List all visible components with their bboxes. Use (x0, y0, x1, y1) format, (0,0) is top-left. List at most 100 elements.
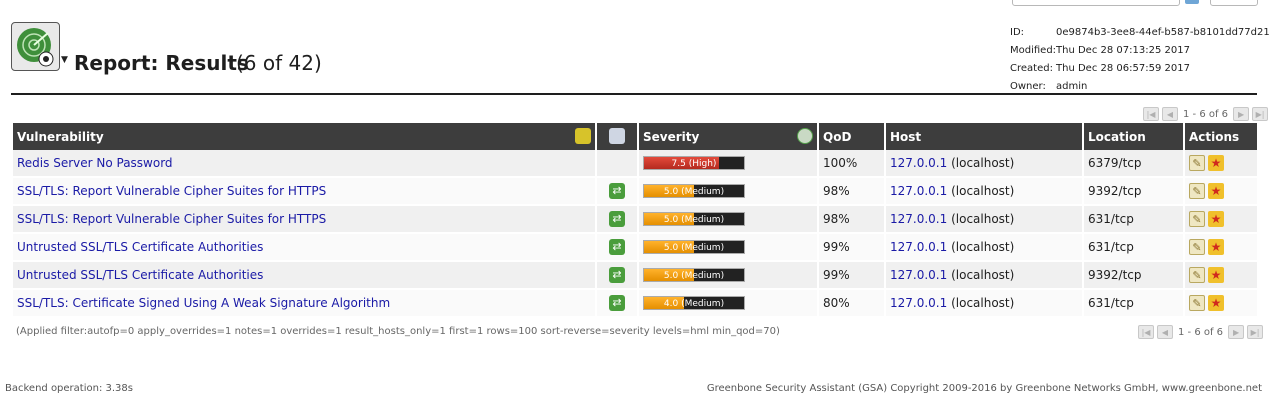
first-page-icon[interactable]: |◀ (1143, 107, 1159, 121)
cell-location: 631/tcp (1084, 234, 1183, 262)
cell-vulnerability: Untrusted SSL/TLS Certificate Authoritie… (13, 262, 595, 290)
delta-icon[interactable]: ⇄ (609, 267, 625, 283)
add-override-icon[interactable]: ★ (1208, 183, 1224, 199)
severity-bar-fill (644, 297, 684, 309)
cell-delta (597, 150, 637, 178)
column-header-label: Vulnerability (17, 129, 104, 144)
previous-page-icon[interactable]: ◀ (1162, 107, 1178, 121)
delta-icon[interactable]: ⇄ (609, 295, 625, 311)
cell-actions: ✎ ★ (1185, 262, 1257, 290)
host-link[interactable]: 127.0.0.1 (890, 268, 948, 282)
cell-location: 6379/tcp (1084, 150, 1183, 178)
search-input[interactable] (1012, 0, 1180, 6)
previous-page-icon[interactable]: ◀ (1157, 325, 1173, 339)
vulnerability-link[interactable]: Untrusted SSL/TLS Certificate Authoritie… (17, 240, 264, 254)
cell-host: 127.0.0.1 (localhost) (886, 150, 1082, 178)
next-page-icon[interactable]: ▶ (1233, 107, 1250, 121)
table-row: SSL/TLS: Report Vulnerable Cipher Suites… (13, 206, 1257, 234)
add-note-icon[interactable]: ✎ (1189, 239, 1205, 255)
severity-label: 5.0 (Medium) (663, 243, 725, 253)
pagination-text: 1 - 6 of 6 (1178, 326, 1224, 338)
column-header-label: Host (890, 129, 922, 144)
add-note-icon[interactable]: ✎ (1189, 267, 1205, 283)
first-page-icon[interactable]: |◀ (1138, 325, 1154, 339)
cell-host: 127.0.0.1 (localhost) (886, 206, 1082, 234)
host-link[interactable]: 127.0.0.1 (890, 296, 948, 310)
cell-qod: 98% (819, 206, 884, 234)
meta-id-label: ID: (1010, 27, 1025, 38)
pagination-top: |◀ ◀ 1 - 6 of 6 ▶ ▶| (1143, 107, 1269, 121)
cell-delta: ⇄ (597, 234, 637, 262)
add-note-icon[interactable]: ✎ (1189, 155, 1205, 171)
power-icon[interactable] (797, 128, 813, 144)
report-logo-icon[interactable] (11, 22, 60, 71)
search-go-button[interactable] (1185, 0, 1199, 4)
column-header-label: Location (1088, 129, 1146, 144)
table-row: Untrusted SSL/TLS Certificate Authoritie… (13, 234, 1257, 262)
delta-icon[interactable]: ⇄ (609, 211, 625, 227)
delta-icon[interactable]: ⇄ (609, 183, 625, 199)
chevron-down-icon[interactable]: ▼ (61, 55, 68, 65)
cell-location: 631/tcp (1084, 206, 1183, 234)
host-link[interactable]: 127.0.0.1 (890, 212, 948, 226)
vulnerability-link[interactable]: SSL/TLS: Certificate Signed Using A Weak… (17, 296, 391, 310)
last-page-icon[interactable]: ▶| (1247, 325, 1264, 339)
meta-id: 0e9874b3-3ee8-44ef-b587-b8101dd77d21 (1056, 27, 1270, 38)
add-note-icon[interactable]: ✎ (1189, 211, 1205, 227)
host-name: (localhost) (951, 156, 1015, 170)
severity-bar: 5.0 (Medium) (643, 184, 745, 198)
severity-bar: 4.0 (Medium) (643, 296, 745, 310)
add-note-icon[interactable]: ✎ (1189, 183, 1205, 199)
severity-bar: 5.0 (Medium) (643, 268, 745, 282)
host-link[interactable]: 127.0.0.1 (890, 156, 948, 170)
delta-icon[interactable]: ⇄ (609, 239, 625, 255)
column-header-actions: Actions (1185, 123, 1257, 150)
vulnerability-link[interactable]: Redis Server No Password (17, 156, 173, 170)
cell-delta: ⇄ (597, 178, 637, 206)
add-override-icon[interactable]: ★ (1208, 267, 1224, 283)
table-row: Untrusted SSL/TLS Certificate Authoritie… (13, 262, 1257, 290)
add-override-icon[interactable]: ★ (1208, 295, 1224, 311)
vulnerability-link[interactable]: SSL/TLS: Report Vulnerable Cipher Suites… (17, 184, 327, 198)
table-header-row: Vulnerability Severity QoD Host Location… (13, 123, 1257, 150)
column-header-label: Severity (643, 129, 700, 144)
add-override-icon[interactable]: ★ (1208, 211, 1224, 227)
cell-severity: 5.0 (Medium) (639, 234, 817, 262)
header-divider (11, 93, 1257, 95)
next-page-icon[interactable]: ▶ (1228, 325, 1245, 339)
column-header-vulnerability[interactable]: Vulnerability (13, 123, 595, 150)
column-header-host[interactable]: Host (886, 123, 1082, 150)
host-link[interactable]: 127.0.0.1 (890, 240, 948, 254)
severity-bar-fill (644, 269, 694, 281)
copyright-text: Greenbone Security Assistant (GSA) Copyr… (706, 383, 1262, 394)
severity-label: 7.5 (High) (671, 159, 717, 169)
severity-label: 5.0 (Medium) (663, 215, 725, 225)
cell-actions: ✎ ★ (1185, 150, 1257, 178)
add-note-icon[interactable]: ✎ (1189, 295, 1205, 311)
vulnerability-link[interactable]: Untrusted SSL/TLS Certificate Authoritie… (17, 268, 264, 282)
last-page-icon[interactable]: ▶| (1252, 107, 1269, 121)
column-header-qod[interactable]: QoD (819, 123, 884, 150)
add-note-icon[interactable] (575, 128, 591, 144)
meta-modified: Thu Dec 28 07:13:25 2017 (1056, 45, 1190, 56)
results-table: Vulnerability Severity QoD Host Location… (11, 123, 1259, 318)
cell-delta: ⇄ (597, 262, 637, 290)
cell-vulnerability: SSL/TLS: Certificate Signed Using A Weak… (13, 290, 595, 318)
backend-operation-time: Backend operation: 3.38s (5, 383, 133, 394)
cell-location: 9392/tcp (1084, 178, 1183, 206)
cell-host: 127.0.0.1 (localhost) (886, 178, 1082, 206)
meta-owner: admin (1056, 81, 1088, 92)
report-meta: ID: 0e9874b3-3ee8-44ef-b587-b8101dd77d21 … (1010, 24, 1270, 96)
table-row: SSL/TLS: Certificate Signed Using A Weak… (13, 290, 1257, 318)
toolbar-button[interactable] (1210, 0, 1258, 6)
add-override-icon[interactable]: ★ (1208, 239, 1224, 255)
column-header-severity[interactable]: Severity (639, 123, 817, 150)
host-link[interactable]: 127.0.0.1 (890, 184, 948, 198)
vulnerability-link[interactable]: SSL/TLS: Report Vulnerable Cipher Suites… (17, 212, 327, 226)
column-header-location[interactable]: Location (1084, 123, 1183, 150)
add-override-icon[interactable]: ★ (1208, 155, 1224, 171)
host-name: (localhost) (951, 212, 1015, 226)
severity-label: 5.0 (Medium) (663, 187, 725, 197)
cell-vulnerability: SSL/TLS: Report Vulnerable Cipher Suites… (13, 206, 595, 234)
applied-filter-text: (Applied filter:autofp=0 apply_overrides… (16, 326, 780, 337)
